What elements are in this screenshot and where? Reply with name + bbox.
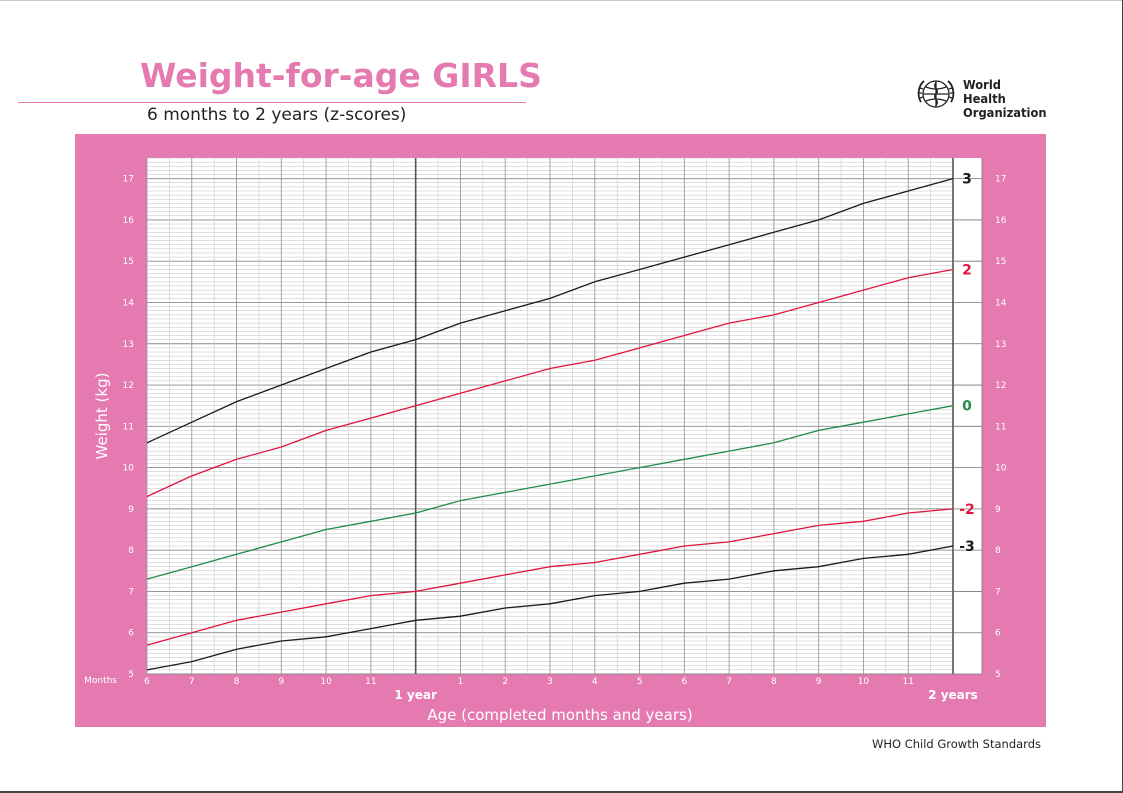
series-label-z3: 3 [962,172,972,188]
series-line-z3 [146,177,954,444]
x-axis-title: Age (completed months and years) [427,706,692,724]
series-line-z0 [146,405,954,580]
footer-source: WHO Child Growth Standards [872,737,1041,751]
title-underline [18,102,526,103]
x-tick-label: 6 [681,677,687,687]
x-year-label: 1 year [394,688,437,702]
x-tick-label: 11 [365,677,376,687]
y-tick-label-left: 16 [123,216,135,226]
series-line-z-2 [146,508,954,646]
plot-area [147,158,982,674]
y-tick-label-right: 15 [995,257,1006,267]
y-tick-label-left: 5 [128,670,134,680]
x-tick-label: 3 [547,677,553,687]
y-tick-label-right: 13 [995,340,1006,350]
x-tick-label: 10 [320,677,332,687]
y-tick-label-left: 6 [128,629,134,639]
y-tick-label-right: 7 [995,587,1001,597]
page-top-border [0,0,1123,1]
y-tick-label-left: 11 [123,422,134,432]
y-tick-label-left: 15 [123,257,134,267]
x-tick-label: 5 [637,677,643,687]
page-subtitle: 6 months to 2 years (z-scores) [147,105,407,125]
y-tick-label-right: 10 [995,464,1007,474]
series-label-z-2: -2 [959,502,975,518]
y-tick-label-left: 7 [128,587,134,597]
y-tick-label-left: 12 [123,381,134,391]
series-line-z-3 [146,545,954,671]
series-label-z2: 2 [962,262,972,278]
series-line-z2 [146,268,954,498]
y-tick-label-right: 9 [995,505,1001,515]
x-tick-label: 8 [234,677,240,687]
y-tick-label-right: 14 [995,298,1007,308]
who-emblem-icon [917,80,955,108]
y-tick-label-left: 8 [128,546,134,556]
series-label-z0: 0 [962,399,972,415]
x-tick-label: 11 [902,677,913,687]
x-tick-label: 8 [771,677,777,687]
x-tick-label: 7 [726,677,732,687]
x-tick-label: 9 [816,677,822,687]
x-tick-label: 2 [502,677,508,687]
series-label-z-3: -3 [959,539,975,555]
y-tick-label-left: 10 [123,464,135,474]
y-tick-label-right: 5 [995,670,1001,680]
y-tick-label-right: 16 [995,216,1007,226]
y-tick-label-left: 14 [123,298,135,308]
x-tick-label: 7 [189,677,195,687]
x-tick-label: 10 [858,677,870,687]
x-year-label: 2 years [928,688,978,702]
x-tick-label: 9 [278,677,284,687]
y-tick-label-left: 17 [123,175,134,185]
page-title: Weight-for-age GIRLS [140,56,542,95]
x-tick-label: 1 [458,677,464,687]
x-tick-label: 4 [592,677,598,687]
x-tick-label: 6 [144,677,150,687]
y-tick-label-right: 8 [995,546,1001,556]
page-bottom-border [0,791,1123,793]
y-tick-label-right: 6 [995,629,1001,639]
organization-name: World Health Organization [963,77,1047,120]
y-tick-label-right: 11 [995,422,1006,432]
y-axis-title: Weight (kg) [93,373,111,460]
y-tick-label-left: 13 [123,340,134,350]
y-tick-label-right: 12 [995,381,1006,391]
y-tick-label-left: 9 [128,505,134,515]
x-unit-label: Months [84,676,117,686]
y-tick-label-right: 17 [995,175,1006,185]
